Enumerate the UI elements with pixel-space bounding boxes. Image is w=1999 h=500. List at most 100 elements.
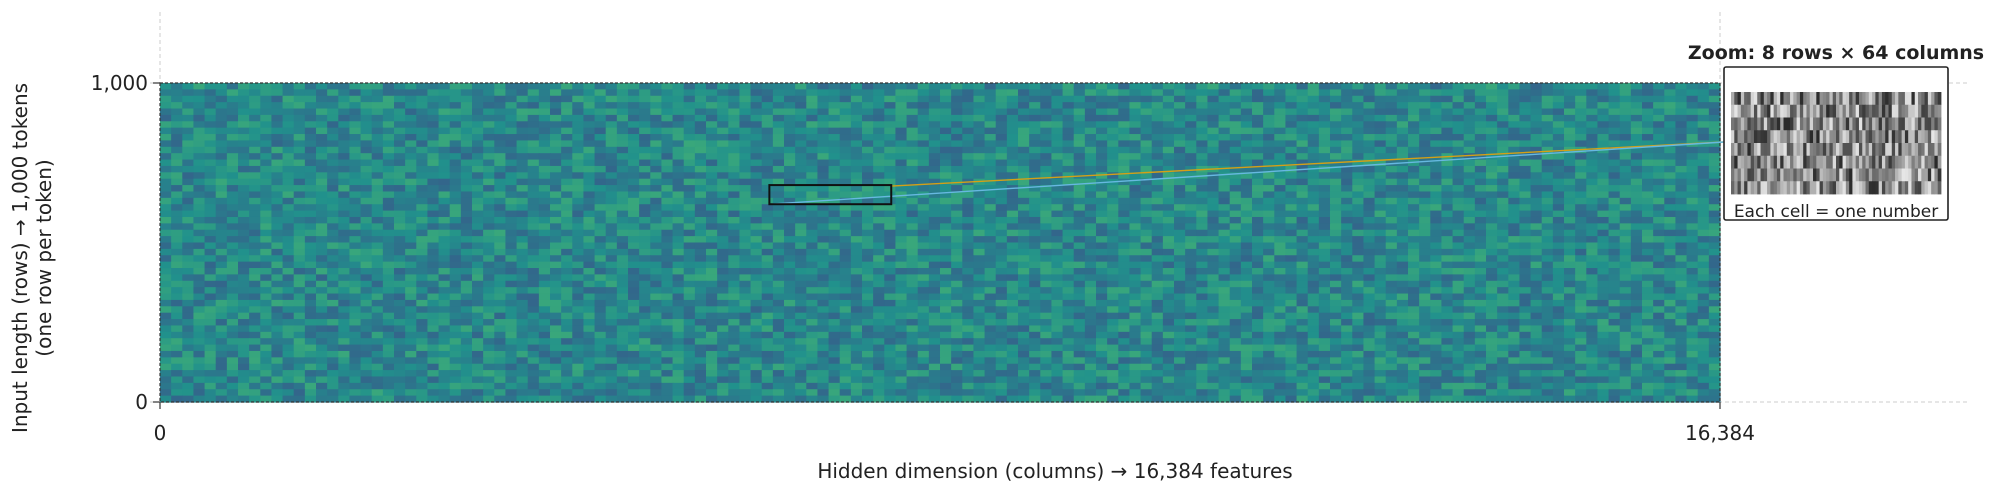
- heatmap-cell: [695, 230, 707, 237]
- heatmap-cell: [1085, 300, 1097, 307]
- heatmap-cell: [1653, 230, 1665, 237]
- heatmap-cell: [1564, 160, 1576, 167]
- heatmap-cell: [661, 179, 673, 186]
- heatmap-cell: [1653, 255, 1665, 262]
- heatmap-cell: [427, 191, 439, 198]
- heatmap-cell: [728, 236, 740, 243]
- heatmap-cell: [1542, 249, 1554, 256]
- heatmap-cell: [1207, 217, 1219, 224]
- heatmap-cell: [1129, 281, 1141, 288]
- heatmap-cell: [862, 83, 874, 90]
- heatmap-cell: [1207, 179, 1219, 186]
- heatmap-cell: [483, 274, 495, 281]
- heatmap-cell: [550, 160, 562, 167]
- heatmap-cell: [1586, 134, 1598, 141]
- heatmap-cell: [1252, 249, 1264, 256]
- heatmap-cell: [1642, 83, 1654, 90]
- heatmap-cell: [182, 274, 194, 281]
- heatmap-cell: [829, 172, 841, 179]
- heatmap-cell: [283, 179, 295, 186]
- heatmap-cell: [1118, 287, 1130, 294]
- heatmap-cell: [817, 160, 829, 167]
- heatmap-cell: [1375, 211, 1387, 218]
- heatmap-cell: [439, 115, 451, 122]
- heatmap-cell: [1341, 128, 1353, 135]
- heatmap-cell: [1051, 230, 1063, 237]
- heatmap-cell: [483, 230, 495, 237]
- heatmap-cell: [1642, 160, 1654, 167]
- heatmap-cell: [505, 121, 517, 128]
- heatmap-cell: [171, 262, 183, 269]
- heatmap-cell: [1564, 223, 1576, 230]
- heatmap-cell: [1564, 255, 1576, 262]
- heatmap-cell: [528, 172, 540, 179]
- heatmap-cell: [1040, 274, 1052, 281]
- heatmap-cell: [1285, 172, 1297, 179]
- heatmap-cell: [238, 274, 250, 281]
- heatmap-cell: [1475, 115, 1487, 122]
- heatmap-cell: [595, 243, 607, 250]
- heatmap-cell: [1185, 191, 1197, 198]
- heatmap-cell: [1497, 172, 1509, 179]
- heatmap-cell: [1297, 198, 1309, 205]
- heatmap-cell: [1631, 294, 1643, 301]
- heatmap-cell: [1118, 306, 1130, 313]
- heatmap-cell: [249, 115, 261, 122]
- heatmap-cell: [1285, 255, 1297, 262]
- heatmap-cell: [427, 236, 439, 243]
- heatmap-cell: [394, 191, 406, 198]
- heatmap-cell: [427, 281, 439, 288]
- heatmap-cell: [205, 300, 217, 307]
- heatmap-cell: [595, 255, 607, 262]
- heatmap-cell: [918, 255, 930, 262]
- heatmap-cell: [1620, 102, 1632, 109]
- heatmap-cell: [1631, 268, 1643, 275]
- heatmap-cell: [182, 217, 194, 224]
- heatmap-cell: [1430, 172, 1442, 179]
- heatmap-cell: [1330, 140, 1342, 147]
- heatmap-cell: [394, 128, 406, 135]
- heatmap-cell: [1375, 274, 1387, 281]
- heatmap-cell: [1553, 172, 1565, 179]
- heatmap-cell: [628, 255, 640, 262]
- heatmap-cell: [695, 121, 707, 128]
- heatmap-cell: [1475, 204, 1487, 211]
- heatmap-cell: [1653, 121, 1665, 128]
- heatmap-cell: [1152, 217, 1164, 224]
- heatmap-cell: [1141, 89, 1153, 96]
- heatmap-cell: [650, 306, 662, 313]
- heatmap-cell: [216, 134, 228, 141]
- heatmap-cell: [583, 128, 595, 135]
- heatmap-cell: [1620, 300, 1632, 307]
- heatmap-cell: [1642, 249, 1654, 256]
- heatmap-cell: [1508, 249, 1520, 256]
- heatmap-cell: [1519, 274, 1531, 281]
- heatmap-cell: [439, 198, 451, 205]
- heatmap-cell: [673, 262, 685, 269]
- heatmap-cell: [918, 89, 930, 96]
- heatmap-cell: [1363, 204, 1375, 211]
- heatmap-cell: [784, 153, 796, 160]
- heatmap-cell: [1074, 255, 1086, 262]
- heatmap-cell: [583, 198, 595, 205]
- heatmap-cell: [840, 185, 852, 192]
- heatmap-cell: [1386, 223, 1398, 230]
- heatmap-cell: [1664, 166, 1676, 173]
- heatmap-cell: [1352, 128, 1364, 135]
- heatmap-cell: [1319, 166, 1331, 173]
- heatmap-cell: [1196, 223, 1208, 230]
- heatmap-cell: [1408, 109, 1420, 116]
- heatmap-cell: [829, 255, 841, 262]
- heatmap-cell: [1687, 274, 1699, 281]
- heatmap-cell: [561, 179, 573, 186]
- heatmap-cell: [1319, 153, 1331, 160]
- heatmap-cell: [929, 89, 941, 96]
- heatmap-cell: [1564, 243, 1576, 250]
- heatmap-cell: [182, 198, 194, 205]
- heatmap-cell: [1029, 115, 1041, 122]
- heatmap-cell: [1363, 140, 1375, 147]
- heatmap-cell: [1419, 166, 1431, 173]
- heatmap-cell: [895, 147, 907, 154]
- heatmap-cell: [1230, 287, 1242, 294]
- heatmap-cell: [372, 166, 384, 173]
